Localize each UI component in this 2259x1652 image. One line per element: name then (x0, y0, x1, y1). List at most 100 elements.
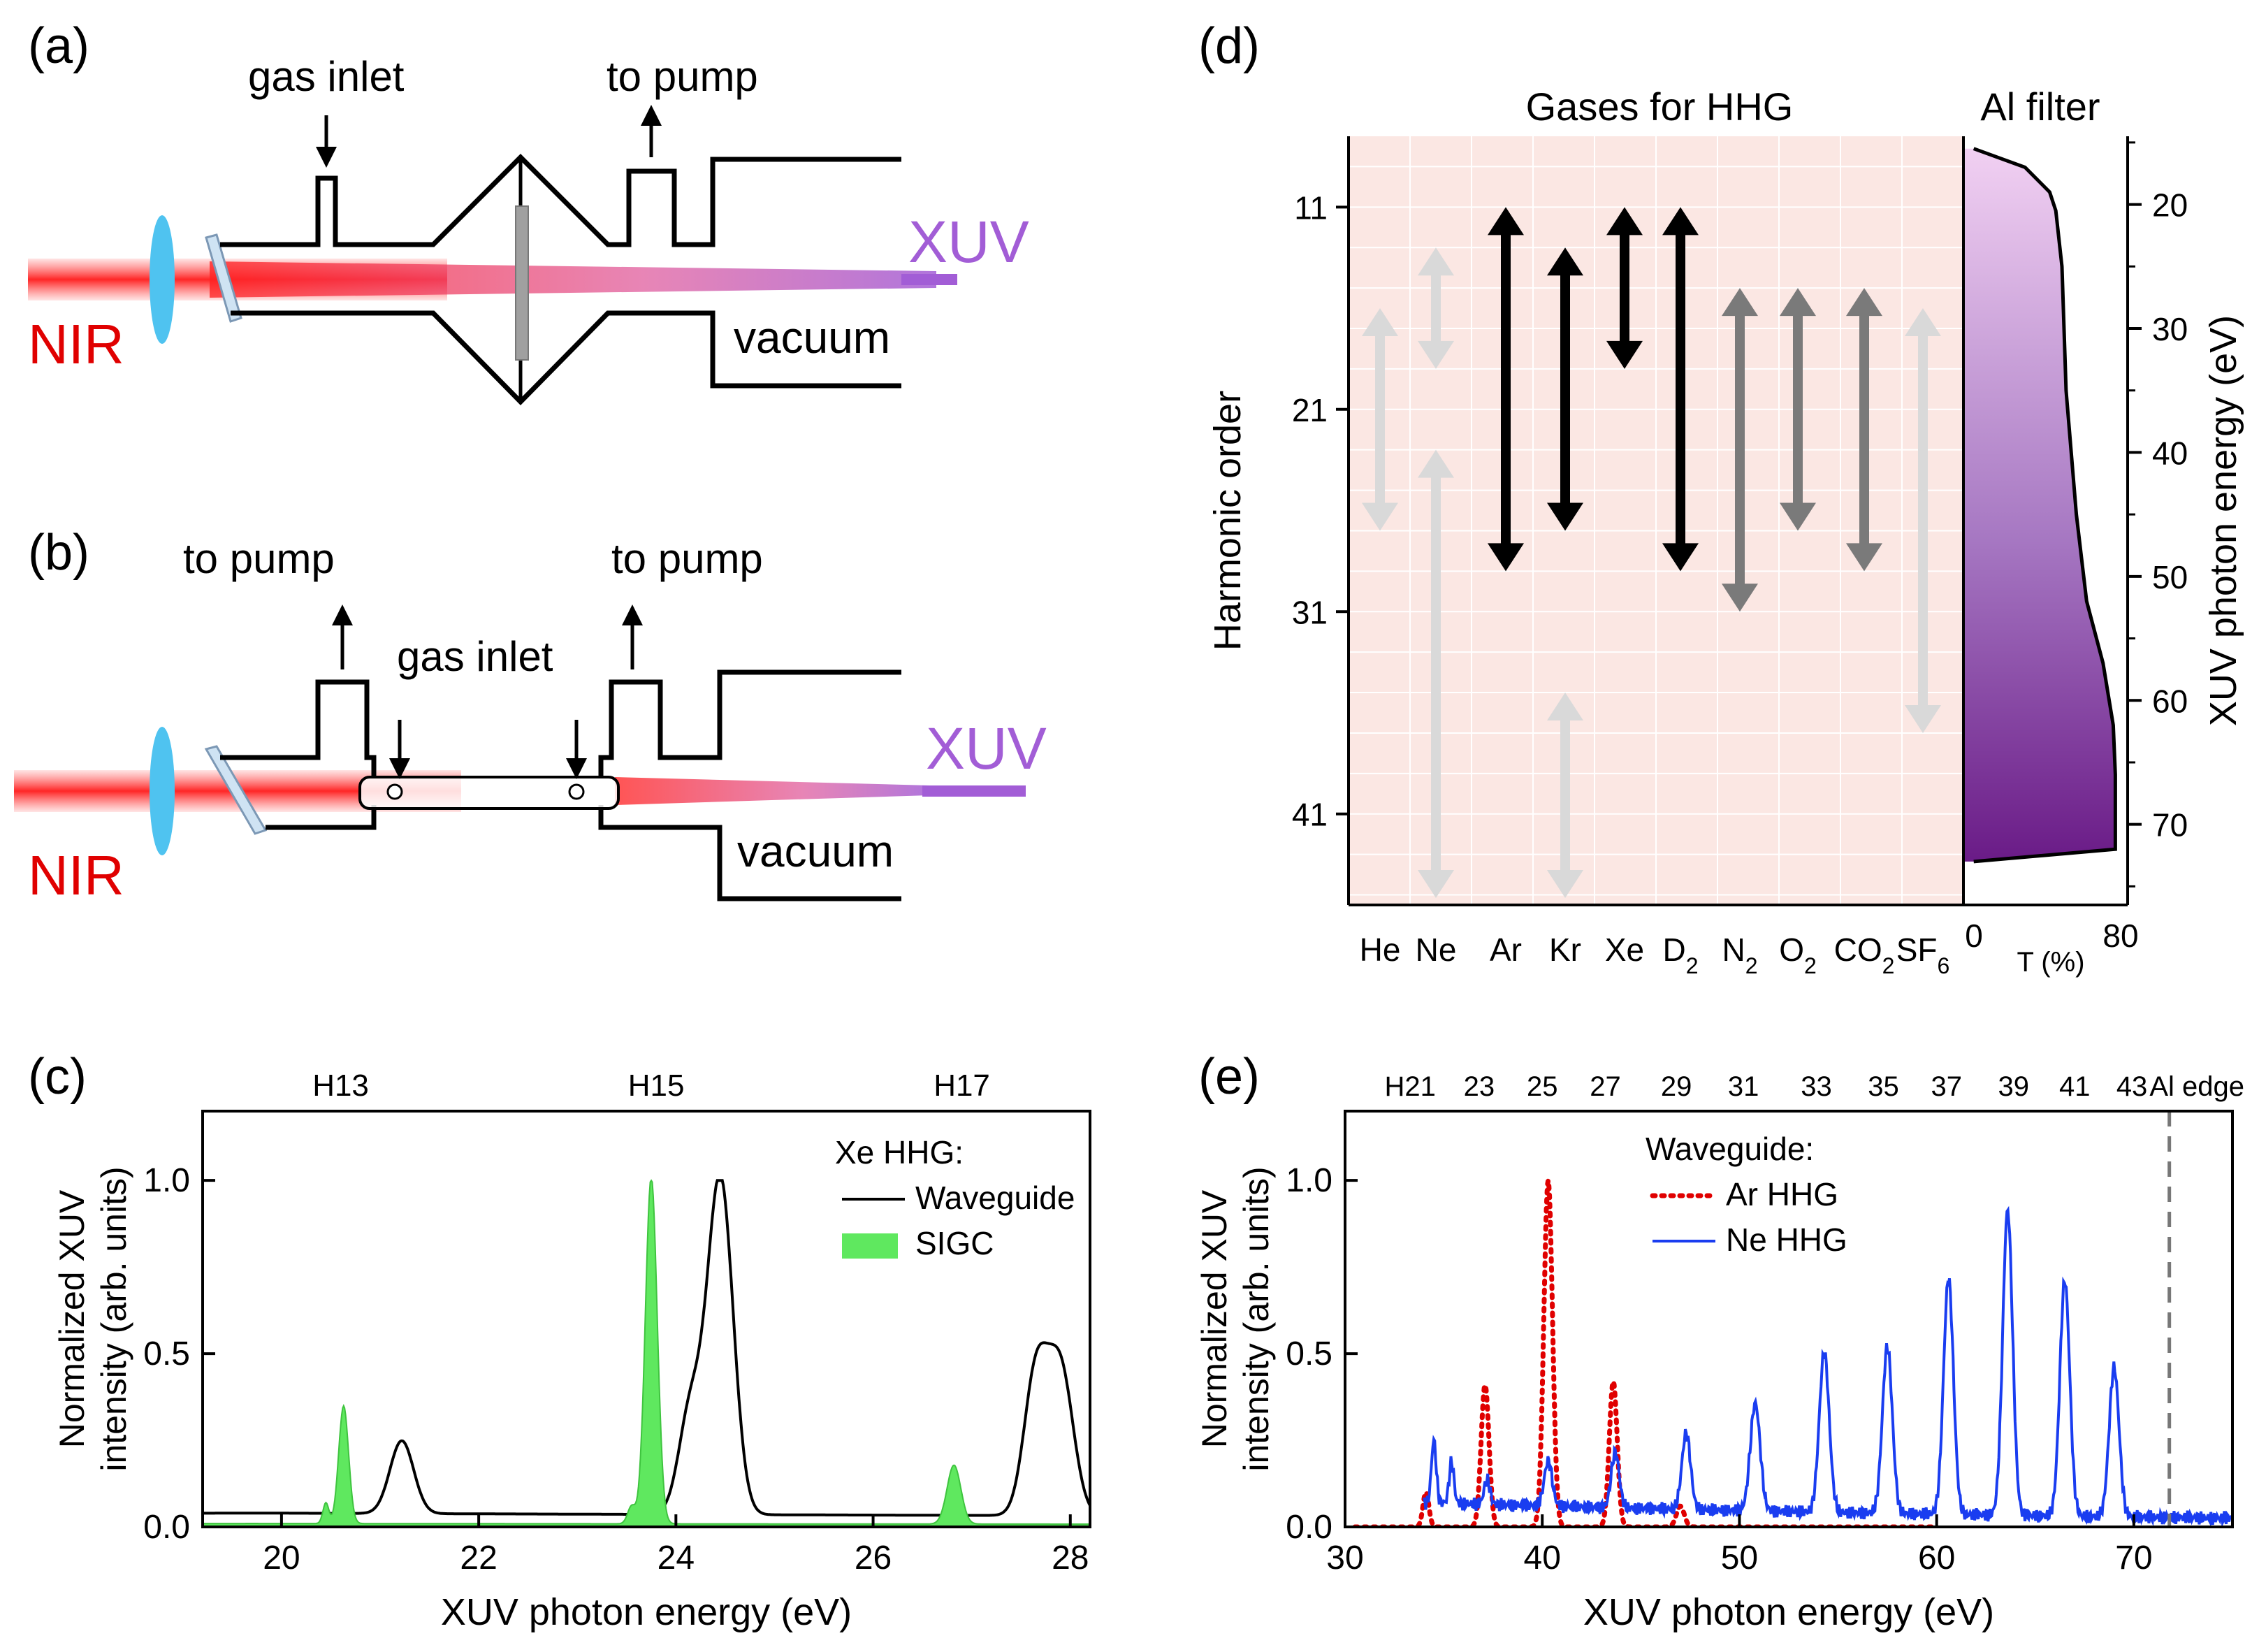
lens (150, 215, 175, 344)
gases-title: Gases for HHG (1526, 85, 1794, 129)
range-arrow-he (1362, 308, 1398, 531)
panel-a: (a) gas inlet to pump NIR XUV vacuum (28, 18, 1029, 405)
to-pump-label: to pump (606, 53, 758, 100)
harmonic-label: H17 (934, 1068, 990, 1103)
plot-frame (1344, 1110, 2234, 1528)
right-tick-label: 50 (2152, 559, 2188, 595)
x-axis-title: XUV photon energy (eV) (441, 1591, 852, 1633)
harmonic-label: Al edge (2149, 1071, 2244, 1102)
cell-right-upper-wall (598, 669, 901, 777)
range-arrow-kr (1547, 247, 1583, 531)
harmonic-label: 39 (1998, 1071, 2029, 1102)
gas-name-kr: Kr (1549, 932, 1581, 968)
nir-label: NIR (28, 844, 124, 906)
al-transmission-area (1963, 148, 2116, 862)
focused-beam (210, 261, 936, 298)
y-tick-label: 21 (1292, 392, 1328, 428)
x-tick-label: 50 (1721, 1539, 1758, 1577)
y-tick-label: 11 (1294, 189, 1328, 226)
range-arrow-d2 (1662, 207, 1699, 572)
x-axis-title: XUV photon energy (eV) (1583, 1591, 1994, 1633)
gas-inlet-label: gas inlet (397, 633, 553, 680)
range-arrow-sf6 (1905, 308, 1941, 733)
harmonic-label: H13 (312, 1068, 369, 1103)
range-arrow-ne (1418, 449, 1454, 898)
panel-e-label: (e) (1198, 1049, 1260, 1105)
harmonic-label: 43 (2116, 1071, 2148, 1102)
vacuum-label: vacuum (737, 826, 894, 876)
al-transmission-curve (1973, 147, 2117, 864)
right-axis-title: XUV photon energy (eV) (2202, 315, 2244, 726)
y-axis-title-line2: intensity (arb. units) (1237, 1166, 1276, 1471)
y-tick-label: 0.0 (143, 1509, 190, 1546)
panel-c-label: (c) (28, 1049, 87, 1105)
legend-label-ne-hhg: Ne HHG (1726, 1222, 1847, 1258)
x-tick-label: 22 (460, 1539, 497, 1577)
panel-e-chart: (e) 30 40 50 60 70 0.0 0.5 1.0 H21 23 25 27 29 31 33 35… (1195, 1049, 2244, 1633)
right-tick-label: 60 (2152, 683, 2188, 719)
gas-name-he: He (1360, 932, 1401, 968)
panel-a-label: (a) (28, 18, 89, 74)
lens (150, 727, 175, 855)
x-tick-label: 26 (855, 1539, 892, 1577)
xuv-beam (922, 785, 1026, 797)
range-arrow-ar (1488, 207, 1524, 572)
harmonic-label: 31 (1728, 1071, 1759, 1102)
y-axis-title-line1: Normalized XUV (1195, 1189, 1234, 1448)
legend-label-sigc: SIGC (915, 1225, 994, 1261)
range-arrow-kr (1547, 693, 1583, 898)
cell-lower-wall (231, 310, 901, 405)
gas-name-d2: D2 (1662, 932, 1698, 978)
panel-c-chart: (c) 20 22 24 26 28 0.0 0.5 1.0 H13 H15 H17 XUV phot… (28, 1049, 1091, 1633)
y-axis-title-line2: intensity (arb. units) (94, 1166, 133, 1471)
range-arrow-n2 (1722, 288, 1758, 612)
legend-title: Xe HHG: (835, 1134, 964, 1171)
gas-name-sf6: SF6 (1896, 932, 1950, 978)
x-tick-label: 30 (1326, 1539, 1363, 1577)
panel-d-label: (d) (1198, 18, 1260, 74)
harmonic-label: H21 (1384, 1071, 1435, 1102)
nir-label: NIR (28, 313, 124, 375)
cell-upper-wall (220, 154, 901, 247)
y-tick-label: 0.5 (143, 1335, 190, 1372)
legend-label-ar-hhg: Ar HHG (1726, 1176, 1838, 1212)
gas-name-ne: Ne (1416, 932, 1457, 968)
xuv-beam (901, 274, 957, 285)
panel-b-label: (b) (28, 525, 89, 581)
harmonic-label: 33 (1801, 1071, 1832, 1102)
range-arrow-co2 (1846, 288, 1882, 572)
gas-name-xe: Xe (1605, 932, 1644, 968)
right-tick-label: 70 (2152, 807, 2188, 843)
xuv-label: XUV (926, 716, 1047, 781)
gas-hole-left (386, 783, 403, 800)
filter-xlabel: T (%) (2017, 947, 2084, 978)
harmonic-label: H15 (628, 1068, 685, 1103)
gas-inlet-label: gas inlet (248, 53, 405, 100)
filter-tick-80: 80 (2102, 918, 2138, 954)
y-tick-label: 1.0 (143, 1162, 190, 1199)
cell-left-upper-wall (220, 679, 377, 777)
y-tick-label: 0.0 (1286, 1509, 1332, 1546)
range-arrow-ne (1418, 247, 1454, 369)
gas-name-n2: N2 (1722, 932, 1757, 978)
gas-hole-right (568, 783, 585, 800)
x-tick-label: 70 (2115, 1539, 2152, 1577)
al-filter-title: Al filter (1980, 85, 2100, 129)
legend-swatch-sigc (842, 1233, 898, 1259)
gas-name-co2: CO2 (1834, 932, 1895, 978)
y-tick-label: 0.5 (1286, 1335, 1332, 1372)
xuv-label: XUV (908, 209, 1029, 275)
x-tick-label: 24 (658, 1539, 695, 1577)
window (204, 745, 268, 835)
aperture (515, 205, 529, 361)
range-arrow-o2 (1780, 288, 1816, 531)
y-tick-label: 41 (1292, 797, 1328, 833)
y-tick-label: 31 (1292, 594, 1328, 630)
to-pump-left-label: to pump (183, 535, 335, 582)
right-tick-label: 20 (2152, 187, 2188, 224)
capillary-waveguide (358, 776, 620, 810)
harmonic-label: 37 (1931, 1071, 1963, 1102)
harmonic-label: 35 (1868, 1071, 1899, 1102)
cell-right-lower-wall (598, 805, 901, 901)
